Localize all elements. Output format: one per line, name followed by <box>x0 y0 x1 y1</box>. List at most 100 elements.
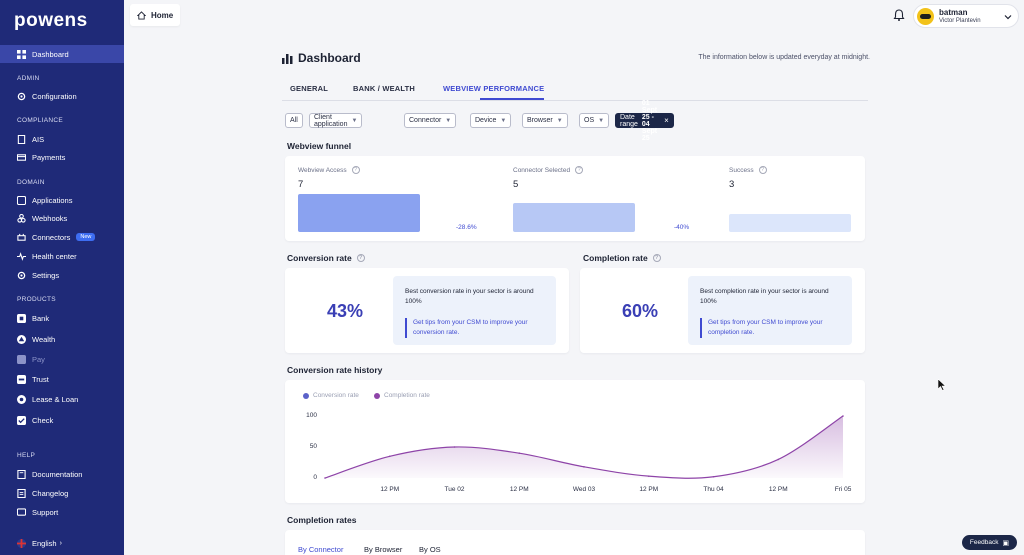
sidebar-item-label: Webhooks <box>32 213 68 223</box>
bell-icon[interactable] <box>892 8 906 22</box>
sidebar-item-label: Wealth <box>32 334 56 344</box>
sidebar-item-applications[interactable]: Applications <box>0 191 124 209</box>
bank-icon <box>17 313 26 323</box>
data-point <box>777 458 780 461</box>
data-point <box>518 452 521 454</box>
funnel-card: Webview Access? 7 -28.6% Connector Selec… <box>285 156 865 241</box>
tab-bank-wealth[interactable]: BANK / WEALTH <box>353 84 416 93</box>
filter-date-range[interactable]: Date range 01 Sept 25 - 04 Sept 25 × <box>615 100 674 142</box>
sidebar-item-dashboard[interactable]: Dashboard <box>0 45 124 63</box>
sidebar-section-help: HELP <box>17 452 36 459</box>
funnel-step-label: Webview Access? <box>298 166 360 174</box>
trust-icon <box>17 374 26 384</box>
powens-logo[interactable]: powens <box>14 10 88 31</box>
apps-icon <box>17 195 26 205</box>
tab-general[interactable]: GENERAL <box>290 84 329 93</box>
tab-by-connector[interactable]: By Connector <box>298 545 344 554</box>
funnel-step-label: Success? <box>729 166 767 174</box>
sidebar-item-documentation[interactable]: Documentation <box>0 465 124 483</box>
history-card: Conversion rate Completion rate 100 50 0… <box>285 380 865 503</box>
sidebar-item-connectors[interactable]: Connectors New <box>0 228 124 246</box>
sidebar-item-lease-loan[interactable]: Lease & Loan <box>0 390 124 408</box>
completion-rates-card <box>285 530 865 555</box>
completion-tip: Best completion rate in your sector is a… <box>700 288 829 305</box>
sidebar-item-label: Health center <box>32 251 77 261</box>
y-tick: 100 <box>306 412 317 419</box>
x-tick: Fri 05 <box>834 486 852 493</box>
webhook-icon <box>17 213 26 223</box>
history-chart <box>324 415 844 479</box>
lease-icon <box>17 394 26 404</box>
user-menu[interactable]: batman Victor Plantevin <box>913 4 1019 28</box>
card-icon <box>17 153 26 162</box>
sidebar-item-label: Lease & Loan <box>32 394 79 404</box>
data-point <box>583 466 585 468</box>
conversion-tip-link[interactable]: Get tips from your CSM to improve your c… <box>405 318 545 338</box>
x-tick: 12 PM <box>639 486 659 493</box>
filter-client-application[interactable]: Client application ▼ <box>309 113 363 128</box>
gear-icon <box>17 92 26 101</box>
update-note: The information below is updated everyda… <box>698 54 870 61</box>
new-badge: New <box>76 233 96 241</box>
sidebar-item-label: Documentation <box>32 469 83 479</box>
sidebar-item-ais[interactable]: AIS <box>0 130 124 148</box>
tab-webview-performance[interactable]: WEBVIEW PERFORMANCE <box>443 84 545 93</box>
active-tab-indicator <box>480 98 544 100</box>
sidebar-item-health-center[interactable]: Health center <box>0 247 124 265</box>
tab-by-os[interactable]: By OS <box>419 545 441 554</box>
filter-all[interactable]: All <box>285 113 303 128</box>
sidebar-item-trust[interactable]: Trust <box>0 370 124 388</box>
history-title: Conversion rate history <box>287 365 383 375</box>
filter-browser[interactable]: Browser ▼ <box>522 113 568 128</box>
funnel-step-value: 7 <box>298 179 304 190</box>
chat-icon: ▣ <box>1002 539 1010 547</box>
filter-device[interactable]: Device ▼ <box>470 113 512 128</box>
data-point <box>324 477 326 479</box>
filter-connector[interactable]: Connector ▼ <box>404 113 457 128</box>
sidebar-item-label: Settings <box>32 270 60 280</box>
sidebar-item-settings[interactable]: Settings <box>0 266 124 284</box>
sidebar-section-products: PRODUCTS <box>17 296 56 303</box>
help-icon: ? <box>652 254 661 262</box>
conversion-tip-box: Best conversion rate in your sector is a… <box>393 276 556 345</box>
sidebar-item-payments[interactable]: Payments <box>0 148 124 166</box>
legend-completion[interactable]: Completion rate <box>374 392 430 399</box>
help-icon: ? <box>575 166 584 174</box>
tab-by-browser[interactable]: By Browser <box>364 545 403 554</box>
language-label: English <box>32 538 57 548</box>
sidebar-item-support[interactable]: Support <box>0 503 124 521</box>
conversion-card: 43% Best conversion rate in your sector … <box>285 268 569 353</box>
legend-conversion[interactable]: Conversion rate <box>303 392 359 399</box>
sidebar-item-label: Bank <box>32 313 50 323</box>
user-fullname: Victor Plantevin <box>939 17 981 24</box>
filter-os[interactable]: OS ▼ <box>579 113 610 128</box>
tabs-bar: GENERAL BANK / WEALTH WEBVIEW PERFORMANC… <box>282 82 868 101</box>
page-title: Dashboard <box>282 51 361 65</box>
y-tick: 0 <box>313 474 317 481</box>
sidebar-item-pay[interactable]: Pay <box>0 350 124 368</box>
home-button[interactable]: Home <box>130 4 180 26</box>
sidebar-item-label: AIS <box>32 134 45 144</box>
sidebar-item-label: Pay <box>32 354 45 364</box>
book-icon <box>17 469 26 479</box>
conversion-tip: Best conversion rate in your sector is a… <box>405 288 534 305</box>
language-selector[interactable]: English › <box>0 534 124 552</box>
x-tick: Tue 02 <box>444 486 465 493</box>
sidebar-item-changelog[interactable]: Changelog <box>0 484 124 502</box>
data-point <box>842 415 844 417</box>
sidebar-item-webhooks[interactable]: Webhooks <box>0 209 124 227</box>
sidebar-item-check[interactable]: Check <box>0 411 124 429</box>
help-icon: ? <box>758 166 767 174</box>
sidebar-item-configuration[interactable]: Configuration <box>0 87 124 105</box>
data-point <box>453 446 456 448</box>
completion-tip-link[interactable]: Get tips from your CSM to improve your c… <box>700 318 840 338</box>
check-product-icon <box>17 415 26 425</box>
chevron-down-icon: ▼ <box>556 117 563 124</box>
completion-title: Completion rate? <box>583 253 661 263</box>
sidebar-item-bank[interactable]: Bank <box>0 309 124 327</box>
funnel-step-value: 3 <box>729 179 735 190</box>
feedback-button[interactable]: Feedback ▣ <box>962 535 1017 550</box>
changelog-icon <box>17 488 26 498</box>
sidebar-item-wealth[interactable]: Wealth <box>0 330 124 348</box>
chevron-down-icon: ▼ <box>445 117 452 124</box>
